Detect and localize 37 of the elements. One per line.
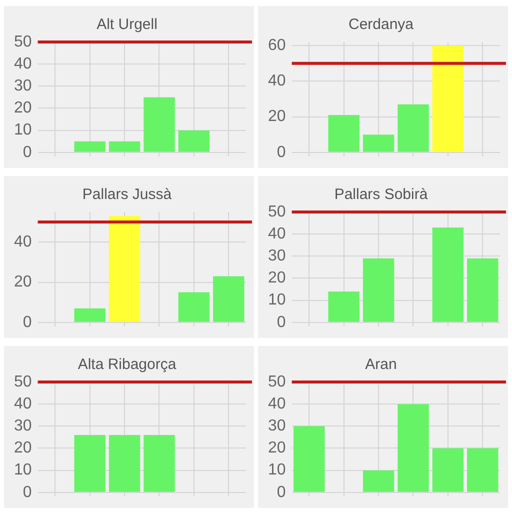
- y-tick-label: 10: [14, 122, 32, 139]
- y-tick-label: 50: [268, 373, 286, 390]
- y-tick-label: 0: [276, 484, 286, 501]
- y-tick-label: 20: [14, 440, 32, 457]
- y-tick-label: 30: [14, 418, 32, 435]
- y-tick-label: 0: [22, 144, 32, 161]
- chart-title: Pallars Jussà: [82, 186, 172, 204]
- y-tick-label: 10: [268, 292, 286, 309]
- y-tick-label: 50: [14, 33, 32, 50]
- y-tick-label: 30: [268, 248, 286, 265]
- y-tick-label: 0: [276, 144, 286, 161]
- y-tick-label: 20: [268, 270, 286, 287]
- y-tick-label: 40: [268, 395, 286, 412]
- chart-title: Alta Ribagorça: [78, 356, 177, 374]
- chart-title: Pallars Sobirà: [334, 186, 428, 204]
- y-tick-label: 50: [268, 203, 286, 220]
- y-tick-label: 20: [14, 274, 32, 291]
- y-tick-label: 0: [22, 484, 32, 501]
- y-tick-label: 40: [14, 234, 32, 251]
- y-tick-label: 30: [268, 418, 286, 435]
- y-tick-label: 40: [268, 225, 286, 242]
- chart-title: Alt Urgell: [96, 16, 158, 34]
- y-tick-label: 0: [22, 314, 32, 331]
- y-tick-label: 40: [268, 72, 286, 90]
- y-tick-label: 30: [14, 78, 32, 95]
- y-tick-label: 40: [14, 55, 32, 72]
- y-tick-label: 20: [14, 100, 32, 117]
- y-tick-label: 20: [268, 108, 286, 126]
- y-tick-label: 0: [276, 314, 286, 331]
- y-tick-label: 20: [268, 440, 286, 457]
- chart-title: Cerdanya: [348, 16, 414, 34]
- y-tick-label: 40: [14, 395, 32, 412]
- y-tick-label: 10: [14, 462, 32, 479]
- y-tick-label: 50: [14, 373, 32, 390]
- chart-title: Aran: [365, 356, 397, 374]
- y-tick-label: 60: [268, 36, 286, 54]
- y-tick-label: 10: [268, 462, 286, 479]
